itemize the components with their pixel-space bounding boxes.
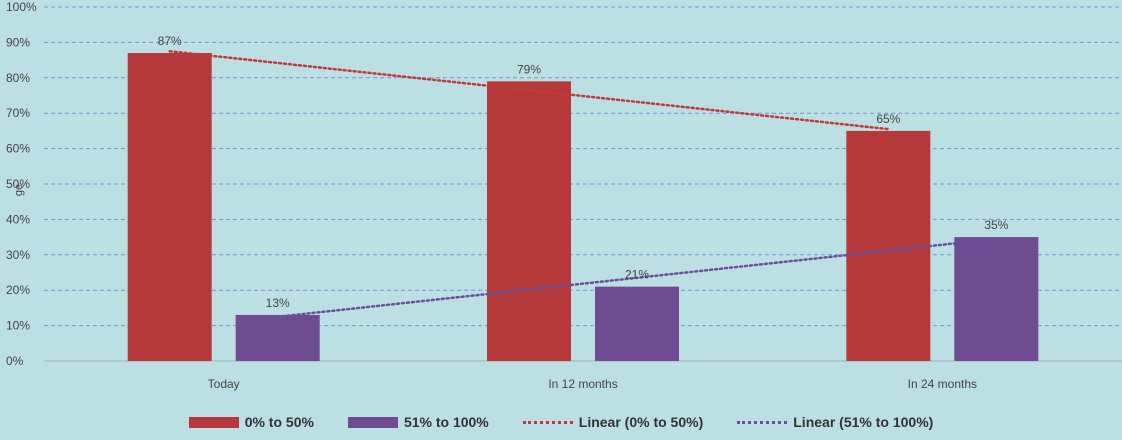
y-tick-label: 30%	[6, 248, 30, 262]
y-tick-label: 70%	[6, 106, 30, 120]
bar-series-2	[235, 314, 320, 361]
legend-item-series-2[interactable]: 51% to 100%	[347, 414, 489, 430]
legend-swatch-trend-1	[522, 420, 573, 424]
y-tick-label: 90%	[6, 35, 30, 49]
x-tick-label: Today	[208, 377, 240, 391]
data-label: 35%	[984, 218, 1008, 232]
trendline-1	[168, 50, 890, 131]
y-axis-label: ge	[13, 184, 25, 196]
bar-series-2	[595, 286, 679, 361]
data-label: 87%	[158, 34, 182, 48]
trendlines	[168, 50, 998, 318]
y-tick-label: 10%	[6, 319, 30, 333]
grid-lines	[44, 6, 1122, 362]
bar-series-1	[127, 53, 212, 362]
legend-label-series-1: 0% to 50%	[244, 414, 314, 430]
data-label: 13%	[266, 296, 290, 310]
legend-item-trend-2[interactable]: Linear (51% to 100%)	[737, 414, 933, 430]
legend-swatch-series-2	[347, 416, 398, 428]
data-labels: 87% 13% 79% 21% 65% 35%	[158, 34, 1009, 310]
legend-label-trend-2: Linear (51% to 100%)	[793, 414, 934, 430]
x-tick-label: In 12 months	[548, 377, 617, 391]
y-tick-label: 60%	[6, 142, 30, 156]
legend: 0% to 50% 51% to 100% Linear (0% to 50%)…	[0, 408, 1122, 436]
y-tick-label: 80%	[6, 71, 30, 85]
bar-series-2	[954, 237, 1039, 361]
y-tick-label: 50%	[6, 177, 30, 191]
bars	[127, 53, 1039, 362]
trendline-2	[276, 237, 998, 318]
bar-series-1	[487, 81, 571, 361]
y-tick-label: 100%	[6, 0, 37, 14]
legend-label-series-2: 51% to 100%	[403, 414, 489, 430]
y-tick-label: 20%	[6, 283, 30, 297]
legend-swatch-trend-2	[737, 420, 788, 424]
x-tick-label: In 24 months	[908, 377, 977, 391]
bar-chart: 0% 10% 20% 30% 40% 50% 60% 70% 80% 90% 100% 87% 13%…	[6, 0, 1122, 391]
legend-item-trend-1[interactable]: Linear (0% to 50%)	[522, 414, 704, 430]
y-axis-ticks: 0% 10% 20% 30% 40% 50% 60% 70% 80% 90% 100%	[6, 0, 37, 368]
x-axis-categories: Today In 12 months In 24 months	[208, 377, 977, 391]
legend-swatch-series-1	[188, 416, 239, 428]
legend-item-series-1[interactable]: 0% to 50%	[188, 414, 314, 430]
y-tick-label: 40%	[6, 212, 30, 226]
legend-label-trend-1: Linear (0% to 50%)	[578, 414, 704, 430]
data-label: 79%	[517, 62, 541, 76]
data-label: 21%	[625, 268, 649, 282]
data-label: 65%	[876, 112, 900, 126]
y-tick-label: 0%	[6, 354, 24, 368]
bar-series-1	[846, 130, 931, 361]
